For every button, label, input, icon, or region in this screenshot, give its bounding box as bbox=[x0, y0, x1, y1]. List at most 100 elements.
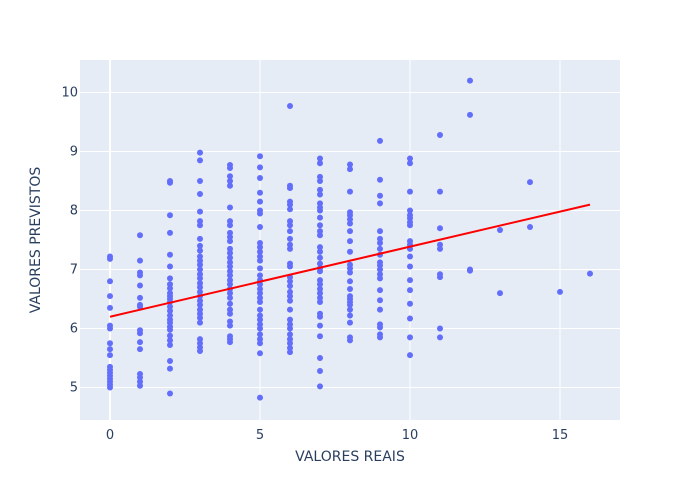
data-point bbox=[317, 173, 323, 180]
data-point bbox=[437, 188, 443, 195]
data-point bbox=[137, 327, 143, 334]
data-point bbox=[347, 306, 353, 313]
data-point bbox=[107, 304, 113, 311]
data-point bbox=[197, 242, 203, 249]
y-tick-label: 9 bbox=[70, 144, 78, 159]
data-point bbox=[467, 77, 473, 84]
data-point bbox=[197, 261, 203, 268]
data-point bbox=[437, 131, 443, 138]
data-point bbox=[257, 272, 263, 279]
data-point bbox=[107, 278, 113, 285]
data-point bbox=[407, 160, 413, 167]
data-point bbox=[287, 288, 293, 295]
data-point bbox=[407, 207, 413, 214]
data-point bbox=[377, 228, 383, 235]
data-point bbox=[287, 336, 293, 343]
data-point bbox=[407, 253, 413, 260]
data-point bbox=[377, 266, 383, 273]
data-point bbox=[377, 287, 383, 294]
data-point bbox=[317, 294, 323, 301]
data-point bbox=[227, 281, 233, 288]
data-point bbox=[227, 300, 233, 307]
data-point bbox=[197, 149, 203, 156]
data-point bbox=[287, 241, 293, 248]
data-point bbox=[227, 234, 233, 241]
data-point bbox=[137, 294, 143, 301]
data-point bbox=[107, 253, 113, 260]
data-point bbox=[227, 318, 233, 325]
data-point bbox=[377, 331, 383, 338]
data-point bbox=[167, 357, 173, 364]
x-tick-label: 10 bbox=[402, 428, 419, 443]
data-point bbox=[197, 157, 203, 164]
data-point bbox=[197, 297, 203, 304]
data-point bbox=[287, 321, 293, 328]
data-point bbox=[437, 271, 443, 278]
data-point bbox=[317, 260, 323, 267]
data-point bbox=[317, 333, 323, 340]
data-point bbox=[377, 239, 383, 246]
y-tick-label: 7 bbox=[70, 263, 78, 278]
data-point bbox=[257, 394, 263, 401]
data-point bbox=[197, 235, 203, 242]
data-point bbox=[137, 346, 143, 353]
data-point bbox=[197, 257, 203, 264]
data-point bbox=[167, 212, 173, 219]
data-point bbox=[407, 188, 413, 195]
data-point bbox=[107, 293, 113, 300]
data-point bbox=[167, 316, 173, 323]
data-point bbox=[197, 340, 203, 347]
data-point bbox=[257, 248, 263, 255]
data-point bbox=[377, 321, 383, 328]
data-point bbox=[287, 293, 293, 300]
data-point bbox=[257, 285, 263, 292]
data-point bbox=[137, 232, 143, 239]
data-point bbox=[347, 293, 353, 300]
data-point bbox=[497, 290, 503, 297]
data-point bbox=[377, 137, 383, 144]
data-point bbox=[197, 208, 203, 215]
trend-line bbox=[109, 203, 591, 318]
data-point bbox=[317, 290, 323, 297]
data-point bbox=[167, 390, 173, 397]
data-point bbox=[197, 247, 203, 254]
data-point bbox=[257, 321, 263, 328]
data-point bbox=[437, 245, 443, 252]
data-point bbox=[407, 219, 413, 226]
data-point bbox=[347, 312, 353, 319]
data-point bbox=[197, 177, 203, 184]
data-point bbox=[317, 204, 323, 211]
data-point bbox=[347, 209, 353, 216]
data-point bbox=[317, 222, 323, 229]
data-point bbox=[257, 312, 263, 319]
data-point bbox=[197, 218, 203, 225]
data-point bbox=[377, 245, 383, 252]
data-point bbox=[257, 290, 263, 297]
data-point bbox=[347, 161, 353, 168]
x-tick-labels: 0 5 10 15 bbox=[106, 428, 568, 443]
data-point bbox=[167, 307, 173, 314]
data-point bbox=[167, 312, 173, 319]
data-point bbox=[167, 275, 173, 282]
data-point bbox=[257, 294, 263, 301]
data-point bbox=[287, 103, 293, 110]
data-point bbox=[257, 257, 263, 264]
data-point bbox=[257, 316, 263, 323]
data-point bbox=[197, 288, 203, 295]
data-point bbox=[287, 325, 293, 332]
data-point bbox=[347, 228, 353, 235]
data-point bbox=[137, 257, 143, 264]
data-point bbox=[137, 382, 143, 389]
data-point bbox=[227, 229, 233, 236]
data-point bbox=[317, 214, 323, 221]
data-point bbox=[137, 301, 143, 308]
y-axis-title: VALORES PREVISTOS bbox=[28, 167, 44, 314]
data-point bbox=[317, 232, 323, 239]
data-point bbox=[227, 294, 233, 301]
data-point bbox=[287, 222, 293, 229]
data-point bbox=[587, 270, 593, 277]
data-point bbox=[407, 352, 413, 359]
data-point bbox=[197, 314, 203, 321]
data-point bbox=[167, 332, 173, 339]
data-point bbox=[527, 224, 533, 231]
